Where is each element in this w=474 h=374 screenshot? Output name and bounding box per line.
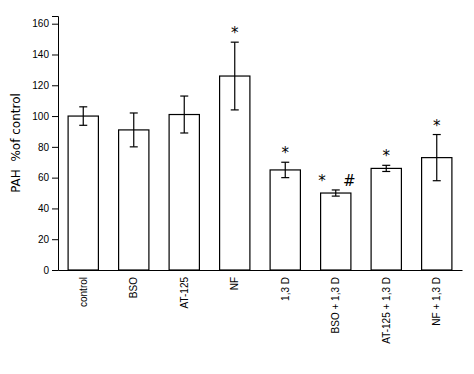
x-axis: control BSO AT-125 NF 1,3 D BSO + 1,3 D AT-125… xyxy=(59,271,463,344)
error-bar-cap-lower xyxy=(281,177,289,178)
y-tick: 20 xyxy=(38,234,58,245)
error-bar xyxy=(332,190,340,196)
error-bar-stem xyxy=(285,162,286,177)
x-tick-label: control xyxy=(78,277,89,307)
y-tick-label: 60 xyxy=(38,172,50,183)
y-tick-label: 20 xyxy=(38,234,50,245)
x-tick-label: BSO + 1,3 D xyxy=(330,277,341,333)
x-tick: BSO xyxy=(128,277,139,298)
bar xyxy=(321,193,351,270)
error-bar xyxy=(130,113,138,147)
error-bar-cap-lower xyxy=(130,146,138,147)
error-bar-cap-upper xyxy=(79,106,87,107)
x-tick-label: BSO xyxy=(128,277,139,298)
annotation: * xyxy=(282,144,290,162)
y-tick: 40 xyxy=(38,203,58,214)
error-bar-cap-lower xyxy=(332,196,340,197)
bar xyxy=(119,130,149,270)
y-tick-mark xyxy=(52,239,58,240)
annotation: * xyxy=(318,172,326,190)
x-tick-label: AT-125 + 1,3 D xyxy=(381,277,392,344)
x-tick-label: 1,3 D xyxy=(280,277,291,301)
error-bar-stem xyxy=(386,165,387,171)
chart: 0 20 40 60 80 100 120 140 160 control BSO AT-125 NF 1… xyxy=(0,0,474,374)
error-bar xyxy=(281,162,289,177)
y-tick: 140 xyxy=(32,49,58,60)
y-tick-label: 120 xyxy=(32,80,49,91)
error-bar xyxy=(382,165,390,171)
y-tick-mark xyxy=(52,24,58,25)
y-tick: 60 xyxy=(38,172,58,183)
error-bar-cap-upper xyxy=(180,95,188,96)
error-bar xyxy=(79,107,87,125)
y-tick-label: 140 xyxy=(32,49,49,60)
error-bar xyxy=(180,96,188,133)
bar xyxy=(270,170,300,270)
plot: 0 20 40 60 80 100 120 140 160 control BSO AT-125 NF 1… xyxy=(32,17,462,344)
error-bar-stem xyxy=(335,190,336,196)
annotation: # xyxy=(343,172,356,190)
error-bar-cap-lower xyxy=(231,109,239,110)
y-tick-mark xyxy=(52,54,58,55)
x-tick: control xyxy=(78,277,89,307)
y-axis-title: PAH %of control xyxy=(9,93,23,193)
annotation: * xyxy=(231,24,239,42)
y-tick-mark xyxy=(52,270,58,271)
x-axis-line xyxy=(59,270,463,271)
error-bar xyxy=(231,42,239,110)
x-tick: AT-125 + 1,3 D xyxy=(381,277,392,344)
y-tick-label: 0 xyxy=(43,265,49,276)
error-bar-stem xyxy=(184,96,185,133)
error-bar-cap-lower xyxy=(180,132,188,133)
y-tick-label: 40 xyxy=(38,203,50,214)
bar xyxy=(68,116,98,270)
annotation: * xyxy=(433,117,441,135)
bar xyxy=(371,168,401,270)
error-bar xyxy=(433,135,441,181)
error-bar-stem xyxy=(83,107,84,125)
y-tick: 120 xyxy=(32,80,58,91)
y-tick: 160 xyxy=(32,18,58,29)
y-tick-mark xyxy=(52,178,58,179)
annotation: * xyxy=(383,147,391,165)
y-tick-label: 100 xyxy=(32,111,49,122)
error-bar-stem xyxy=(436,135,437,181)
x-tick-label: AT-125 xyxy=(179,277,190,309)
annotations: * * * # * * xyxy=(231,24,441,190)
x-tick: NF + 1,3 D xyxy=(431,277,442,326)
y-tick-mark xyxy=(52,116,58,117)
marks xyxy=(68,42,452,270)
x-tick-label: NF xyxy=(229,277,240,290)
error-bar-cap-lower xyxy=(382,171,390,172)
error-bar-cap-upper xyxy=(130,112,138,113)
y-tick-mark xyxy=(52,208,58,209)
y-tick: 0 xyxy=(43,265,58,276)
x-tick-label: NF + 1,3 D xyxy=(431,277,442,326)
error-bar-cap-lower xyxy=(433,180,441,181)
y-axis: 0 20 40 60 80 100 120 140 160 xyxy=(32,17,58,276)
error-bar-cap-upper xyxy=(332,189,340,190)
error-bar-stem xyxy=(234,42,235,110)
bar xyxy=(169,115,199,270)
y-tick: 80 xyxy=(38,142,58,153)
y-axis-line xyxy=(52,17,59,271)
error-bar-stem xyxy=(133,113,134,147)
y-tick-label: 160 xyxy=(32,18,49,29)
x-tick: 1,3 D xyxy=(280,277,291,301)
error-bar-cap-lower xyxy=(79,125,87,126)
x-tick: AT-125 xyxy=(179,277,190,309)
x-tick: NF xyxy=(229,277,240,290)
y-tick-label: 80 xyxy=(38,142,50,153)
y-tick-mark xyxy=(52,85,58,86)
y-tick: 100 xyxy=(32,111,58,122)
y-tick-mark xyxy=(52,147,58,148)
x-tick: BSO + 1,3 D xyxy=(330,277,341,333)
